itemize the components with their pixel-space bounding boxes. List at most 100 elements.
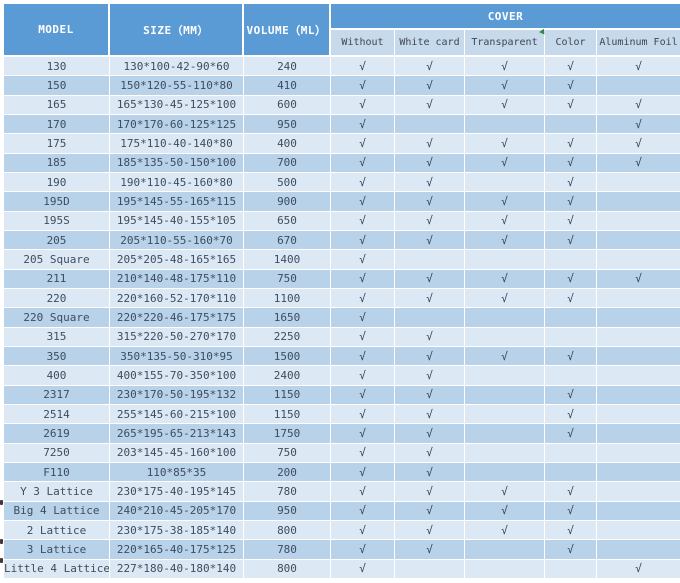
cover-check-cell: √	[331, 346, 395, 367]
column-header-transparent: Transparent	[465, 30, 545, 57]
cover-check-cell: √	[545, 424, 597, 444]
volume-cell: 1150	[244, 404, 331, 425]
cover-check-cell: √	[395, 443, 465, 463]
column-header-white-card: White card	[395, 30, 465, 57]
table-row: 165 165*130-45-125*100 600 √ √ √ √ √	[4, 95, 680, 115]
cover-check-cell: √	[465, 211, 545, 231]
table-row: 211 210*140-48-175*110 750 √ √ √ √ √	[4, 269, 680, 289]
column-header-without: Without	[331, 30, 395, 57]
table-row: 220 Square 220*220-46-175*175 1650 √	[4, 308, 680, 328]
table-row: 3 Lattice 220*165-40-175*125 780 √ √ √	[4, 540, 680, 560]
cover-check-cell: √	[597, 95, 680, 115]
table-row: 205 205*110-55-160*70 670 √ √ √ √	[4, 230, 680, 251]
cover-check-cell: √	[395, 327, 465, 347]
cover-check-cell: √	[331, 230, 395, 251]
cover-check-cell: √	[465, 57, 545, 77]
size-cell: 220*220-46-175*175	[110, 308, 244, 328]
cover-check-cell: √	[545, 540, 597, 560]
cover-check-cell	[545, 462, 597, 483]
table-row: 220 220*160-52-170*110 1100 √ √ √ √	[4, 288, 680, 309]
size-cell: 130*100-42-90*60	[110, 57, 244, 77]
cover-check-cell: √	[395, 172, 465, 193]
cover-check-cell	[395, 250, 465, 270]
volume-cell: 780	[244, 540, 331, 560]
model-cell: 211	[4, 269, 110, 289]
cover-check-cell: √	[545, 520, 597, 541]
cover-check-cell	[465, 308, 545, 328]
cover-check-cell: √	[331, 308, 395, 328]
size-cell: 350*135-50-310*95	[110, 346, 244, 367]
cover-check-cell	[545, 308, 597, 328]
cover-check-cell: √	[465, 520, 545, 541]
cover-check-cell: √	[331, 385, 395, 405]
cover-check-cell: √	[597, 153, 680, 173]
cover-check-cell: √	[331, 153, 395, 173]
model-cell: 220	[4, 288, 110, 309]
table-row: 7250 203*145-45-160*100 750 √ √	[4, 443, 680, 463]
cover-check-cell: √	[597, 269, 680, 289]
size-cell: 110*85*35	[110, 462, 244, 483]
cover-check-cell: √	[465, 192, 545, 212]
cover-check-cell: √	[331, 288, 395, 309]
volume-cell: 750	[244, 269, 331, 289]
cover-check-cell	[597, 404, 680, 425]
size-cell: 230*175-40-195*145	[110, 482, 244, 502]
model-cell: 195S	[4, 211, 110, 231]
product-spec-table: MODEL SIZE（MM） VOLUME（ML） COVER Without …	[4, 4, 680, 579]
table-row: 205 Square 205*205-48-165*165 1400 √	[4, 250, 680, 270]
volume-cell: 500	[244, 172, 331, 193]
cover-check-cell: √	[395, 462, 465, 483]
volume-cell: 1100	[244, 288, 331, 309]
size-cell: 210*140-48-175*110	[110, 269, 244, 289]
cover-check-cell: √	[545, 288, 597, 309]
cover-check-cell	[545, 327, 597, 347]
size-cell: 265*195-65-213*143	[110, 424, 244, 444]
cover-check-cell: √	[545, 95, 597, 115]
model-cell: 205 Square	[4, 250, 110, 270]
cover-check-cell: √	[331, 269, 395, 289]
model-cell: 130	[4, 57, 110, 77]
cover-check-cell: √	[465, 346, 545, 367]
cover-check-cell	[597, 288, 680, 309]
model-cell: 2 Lattice	[4, 520, 110, 541]
cover-check-cell: √	[395, 76, 465, 96]
cover-check-cell: √	[545, 404, 597, 425]
cover-check-cell	[545, 250, 597, 270]
cover-check-cell	[395, 308, 465, 328]
volume-cell: 240	[244, 57, 331, 77]
cover-check-cell	[597, 211, 680, 231]
cover-check-cell: √	[395, 192, 465, 212]
cover-check-cell: √	[597, 559, 680, 579]
cover-check-cell	[395, 559, 465, 579]
volume-cell: 650	[244, 211, 331, 231]
cover-check-cell	[465, 172, 545, 193]
volume-cell: 700	[244, 153, 331, 173]
table-row: Little 4 Lattice 227*180-40-180*140 800 √ √	[4, 559, 680, 579]
volume-cell: 900	[244, 192, 331, 212]
model-cell: 175	[4, 134, 110, 154]
size-cell: 315*220-50-270*170	[110, 327, 244, 347]
cover-check-cell: √	[331, 540, 395, 560]
column-header-volume: VOLUME（ML）	[244, 4, 331, 57]
column-header-cover-group: COVER	[331, 4, 680, 30]
table-row: 190 190*110-45-160*80 500 √ √ √	[4, 172, 680, 193]
cover-check-cell: √	[597, 114, 680, 135]
size-cell: 230*170-50-195*132	[110, 385, 244, 405]
model-cell: 205	[4, 230, 110, 251]
size-cell: 400*155-70-350*100	[110, 366, 244, 386]
cover-check-cell: √	[331, 327, 395, 347]
cover-check-cell	[597, 76, 680, 96]
table-row: Big 4 Lattice 240*210-45-205*170 950 √ √ √ √	[4, 501, 680, 521]
cover-check-cell	[597, 192, 680, 212]
volume-cell: 2400	[244, 366, 331, 386]
cover-check-cell	[597, 443, 680, 463]
size-cell: 203*145-45-160*100	[110, 443, 244, 463]
model-cell: 190	[4, 172, 110, 193]
cover-check-cell: √	[545, 57, 597, 77]
cover-check-cell: √	[545, 482, 597, 502]
model-cell: Big 4 Lattice	[4, 501, 110, 521]
cover-check-cell	[465, 540, 545, 560]
cover-check-cell: √	[331, 76, 395, 96]
column-header-color: Color	[545, 30, 597, 57]
